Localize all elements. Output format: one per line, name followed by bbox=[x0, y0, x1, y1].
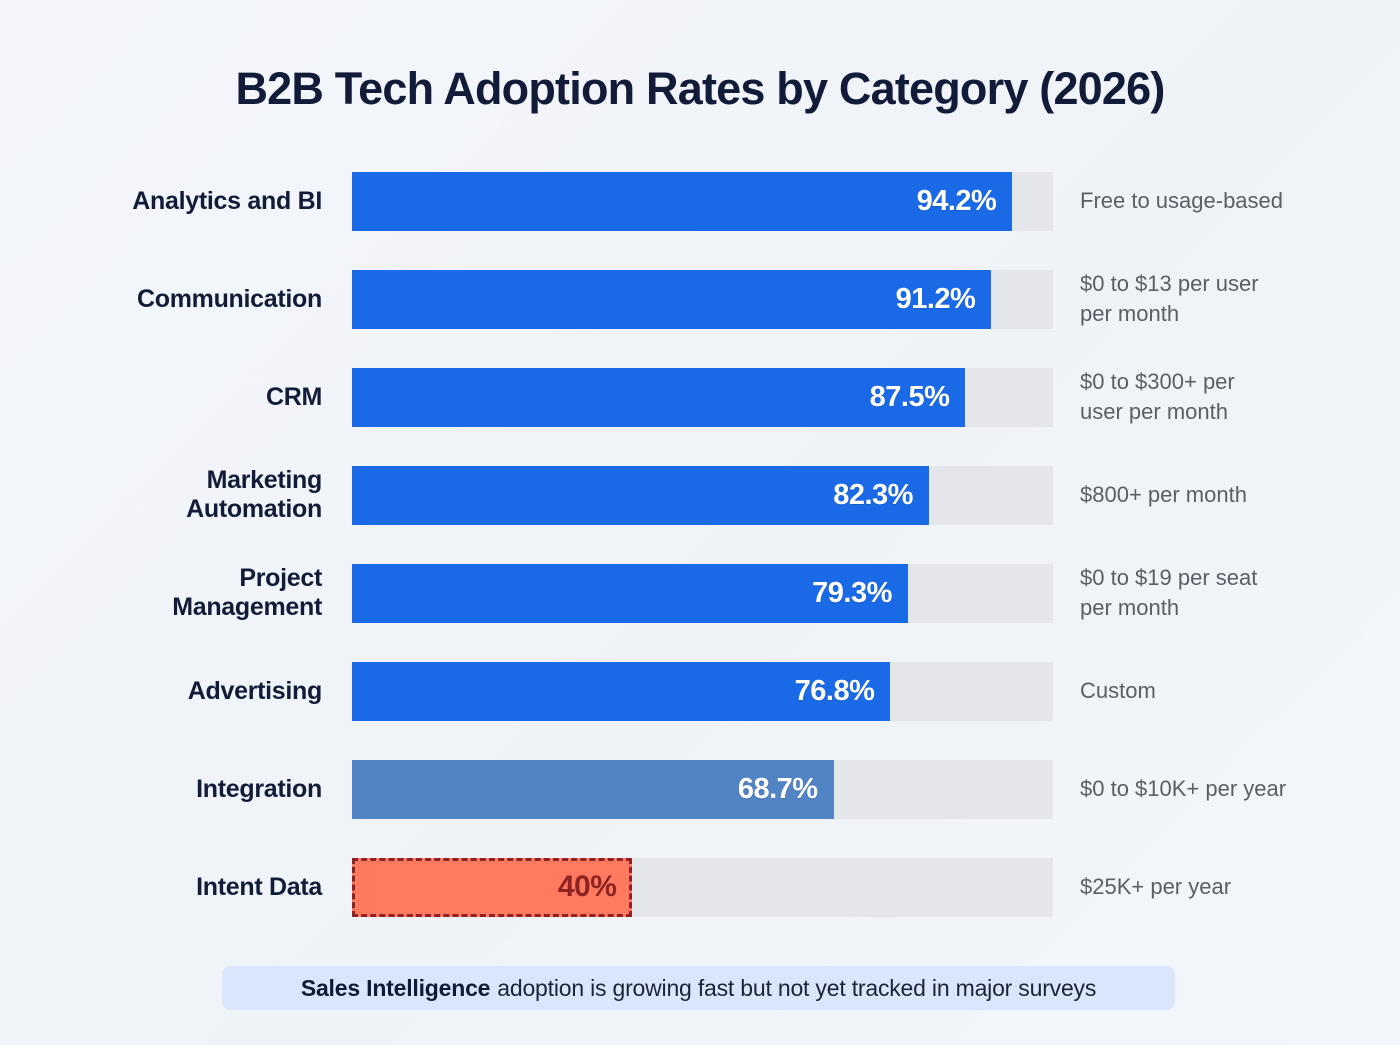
bar-track-wrap: 68.7% bbox=[352, 759, 1053, 819]
bar-track-wrap: 94.2% bbox=[352, 171, 1053, 231]
bar-track-wrap: 79.3% bbox=[352, 563, 1053, 623]
bar-row: CRM 87.5% $0 to $300+ per user per month bbox=[0, 348, 1400, 446]
pricing-annotation: $0 to $10K+ per year bbox=[1080, 776, 1287, 802]
bar-track-wrap: 76.8% bbox=[352, 661, 1053, 721]
bar-track-wrap: 87.5% bbox=[352, 367, 1053, 427]
footnote-pill: Sales Intelligence adoption is growing fa… bbox=[222, 966, 1175, 1010]
pricing-annotation: $800+ per month bbox=[1080, 482, 1247, 508]
chart-title: B2B Tech Adoption Rates by Category (202… bbox=[235, 63, 1165, 114]
bar-value-label: 68.7% bbox=[737, 772, 818, 805]
footnote-strong: Sales Intelligence bbox=[300, 974, 491, 1001]
bar-row: Integration 68.7% $0 to $10K+ per year bbox=[0, 740, 1400, 838]
bar-value-label: 40% bbox=[557, 870, 617, 903]
bar-track-wrap: 40% bbox=[352, 857, 1053, 917]
bar-row: Project Management 79.3% $0 to $19 per s… bbox=[0, 544, 1400, 642]
bar-value-label: 76.8% bbox=[794, 674, 875, 707]
pricing-annotation: $0 to $19 per seat per month bbox=[1080, 565, 1258, 620]
bar-row: Advertising 76.8% Custom bbox=[0, 642, 1400, 740]
bar-fill[interactable]: 79.3% bbox=[352, 563, 908, 623]
pricing-annotation: $0 to $300+ per user per month bbox=[1080, 369, 1235, 424]
bar-value-label: 94.2% bbox=[916, 184, 997, 217]
category-label: Marketing Automation bbox=[186, 466, 322, 523]
category-label: Communication bbox=[137, 284, 322, 313]
bar-fill[interactable]: 87.5% bbox=[352, 367, 966, 427]
bar-fill[interactable]: 76.8% bbox=[352, 661, 891, 721]
footnote-text: adoption is growing fast but not yet tra… bbox=[497, 974, 1097, 1001]
bar-fill-highlighted[interactable]: 40% bbox=[352, 857, 633, 917]
bar-row: Communication 91.2% $0 to $13 per user p… bbox=[0, 250, 1400, 348]
category-label: Integration bbox=[196, 774, 322, 803]
category-label: CRM bbox=[265, 382, 322, 411]
bar-fill[interactable]: 94.2% bbox=[352, 171, 1013, 231]
category-label: Project Management bbox=[172, 564, 322, 621]
bar-rows: Analytics and BI 94.2% Free to usage-bas… bbox=[0, 152, 1400, 936]
bar-fill[interactable]: 82.3% bbox=[352, 465, 929, 525]
bar-row: Marketing Automation 82.3% $800+ per mon… bbox=[0, 446, 1400, 544]
bar-row: Analytics and BI 94.2% Free to usage-bas… bbox=[0, 152, 1400, 250]
bar-value-label: 91.2% bbox=[895, 282, 976, 315]
category-label: Intent Data bbox=[196, 872, 322, 901]
pricing-annotation: Custom bbox=[1080, 678, 1156, 704]
bar-track-wrap: 91.2% bbox=[352, 269, 1053, 329]
bar-value-label: 87.5% bbox=[869, 380, 950, 413]
category-label: Advertising bbox=[187, 676, 323, 705]
bar-value-label: 79.3% bbox=[812, 576, 892, 609]
bar-fill[interactable]: 68.7% bbox=[352, 759, 834, 819]
bar-row-highlighted: Intent Data 40% $25K+ per year bbox=[0, 838, 1400, 936]
pricing-annotation: $0 to $13 per user per month bbox=[1080, 271, 1259, 326]
pricing-annotation: Free to usage-based bbox=[1080, 188, 1284, 214]
bar-fill[interactable]: 91.2% bbox=[352, 269, 992, 329]
bar-track-wrap: 82.3% bbox=[352, 465, 1053, 525]
bar-value-label: 82.3% bbox=[833, 478, 913, 511]
pricing-annotation: $25K+ per year bbox=[1080, 874, 1232, 900]
category-label: Analytics and BI bbox=[132, 186, 322, 215]
